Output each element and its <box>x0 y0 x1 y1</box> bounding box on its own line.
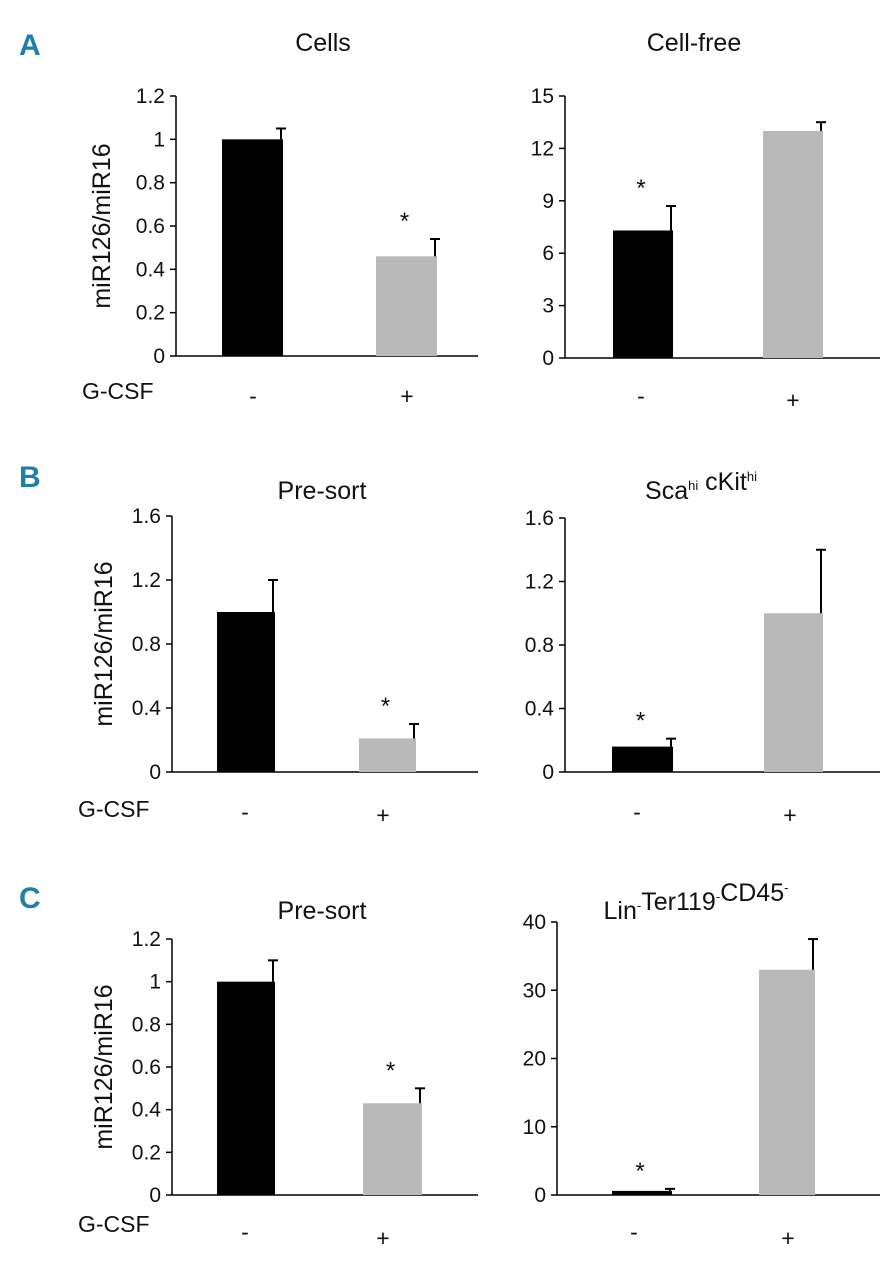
bar-gcsf <box>376 256 437 356</box>
significance-star: * <box>635 1158 644 1185</box>
y-tick-label: 0.8 <box>525 634 554 657</box>
condition-row-b: G-CSF - + <box>78 796 390 828</box>
panel-letter-c: C <box>19 882 41 915</box>
condition-label: G-CSF <box>78 796 150 822</box>
y-tick-label: 0 <box>153 345 165 368</box>
y-tick-label: 0.4 <box>525 698 555 721</box>
bar-gcsf <box>359 738 416 772</box>
bar-gcsf <box>363 1103 422 1195</box>
condition-plus: + <box>786 387 799 413</box>
condition-minus: - <box>630 1219 638 1245</box>
y-tick-label: 20 <box>523 1048 546 1071</box>
bar-control <box>217 612 275 772</box>
condition-minus: - <box>633 799 641 825</box>
y-tick-label: 12 <box>531 137 554 160</box>
chart-title: Cell-free <box>647 29 741 57</box>
y-tick-label: 9 <box>542 190 554 213</box>
y-tick-label: 3 <box>542 295 554 318</box>
condition-row-b-right: - + <box>633 799 797 828</box>
condition-row-a: G-CSF - + <box>82 378 414 409</box>
chart-title: Pre-sort <box>278 477 367 505</box>
bar-control <box>612 746 673 772</box>
condition-plus: + <box>783 802 796 828</box>
chart-title: Scahi cKithi <box>645 468 757 505</box>
chart-title: Cells <box>295 29 351 57</box>
y-tick-label: 1.2 <box>136 85 165 108</box>
y-tick-label: 0.2 <box>136 302 165 325</box>
y-tick-label: 1.2 <box>132 928 161 951</box>
y-tick-label: 1.6 <box>525 507 554 530</box>
bar-gcsf <box>763 130 823 358</box>
y-tick-label: 0 <box>534 1184 546 1207</box>
bar-gcsf <box>764 613 823 772</box>
condition-plus: + <box>781 1225 794 1251</box>
y-tick-label: 0.8 <box>136 172 165 195</box>
chart-title: Pre-sort <box>278 897 367 925</box>
bar-gcsf <box>759 969 815 1195</box>
bar-control <box>222 139 283 356</box>
y-tick-label: 0 <box>149 1184 161 1207</box>
condition-label: G-CSF <box>78 1211 150 1237</box>
condition-row-c: G-CSF - + <box>78 1211 390 1251</box>
y-tick-label: 0.6 <box>136 215 165 238</box>
bar-control <box>612 1190 672 1195</box>
chart-a-right: Cell-free 0 3 6 9 12 15 * <box>531 29 880 370</box>
y-axis-label: miR126/miR16 <box>90 561 118 726</box>
chart-c-right: Lin-Ter119-CD45- 0 10 20 30 40 * <box>523 879 880 1207</box>
condition-row-a-right: - + <box>637 383 800 413</box>
y-tick-label: 1 <box>153 128 165 151</box>
y-tick-label: 1 <box>149 971 161 994</box>
y-axis-label: miR126/miR16 <box>88 143 116 308</box>
y-tick-label: 40 <box>523 911 546 934</box>
condition-minus: - <box>241 1219 249 1245</box>
y-tick-label: 0.4 <box>132 697 162 720</box>
condition-row-c-right: - + <box>630 1219 795 1251</box>
y-axis-label: miR126/miR16 <box>90 984 118 1149</box>
chart-a-left: Cells 0 0.2 0.4 0.6 0.8 1 1.2 miR126/miR16 * <box>88 29 478 368</box>
panel-letter-a: A <box>19 29 41 62</box>
significance-star: * <box>386 1057 395 1084</box>
y-tick-label: 0.8 <box>132 633 161 656</box>
condition-plus: + <box>400 383 413 409</box>
y-tick-label: 10 <box>523 1116 546 1139</box>
y-tick-label: 6 <box>542 242 554 265</box>
y-tick-label: 0 <box>149 761 161 784</box>
y-tick-label: 1.6 <box>132 505 161 528</box>
y-tick-label: 0.2 <box>132 1141 161 1164</box>
chart-title: Lin-Ter119-CD45- <box>604 879 789 925</box>
bar-control <box>217 981 275 1195</box>
bar-control <box>613 230 673 358</box>
y-tick-label: 15 <box>531 85 554 108</box>
y-tick-label: 0 <box>542 347 554 370</box>
condition-minus: - <box>249 383 257 409</box>
chart-b-left: Pre-sort 0 0.4 0.8 1.2 1.6 miR126/miR16 * <box>90 477 478 784</box>
condition-minus: - <box>637 383 645 409</box>
condition-plus: + <box>376 802 389 828</box>
y-tick-label: 0.6 <box>132 1056 161 1079</box>
y-tick-label: 0.4 <box>136 258 166 281</box>
condition-minus: - <box>241 799 249 825</box>
significance-star: * <box>400 208 409 235</box>
y-tick-label: 0.8 <box>132 1013 161 1036</box>
condition-label: G-CSF <box>82 378 154 404</box>
y-tick-label: 30 <box>523 979 546 1002</box>
condition-plus: + <box>376 1225 389 1251</box>
panel-letter-b: B <box>19 461 41 494</box>
significance-star: * <box>381 693 390 720</box>
chart-b-right: Scahi cKithi 0 0.4 0.8 1.2 1.6 * <box>525 468 880 784</box>
y-tick-label: 0.4 <box>132 1099 162 1122</box>
chart-c-left: Pre-sort 0 0.2 0.4 0.6 0.8 1 1.2 miR126/miR16 * <box>90 897 478 1207</box>
significance-star: * <box>636 708 645 735</box>
y-tick-label: 0 <box>542 761 554 784</box>
significance-star: * <box>636 175 645 202</box>
y-tick-label: 1.2 <box>132 569 161 592</box>
y-tick-label: 1.2 <box>525 571 554 594</box>
